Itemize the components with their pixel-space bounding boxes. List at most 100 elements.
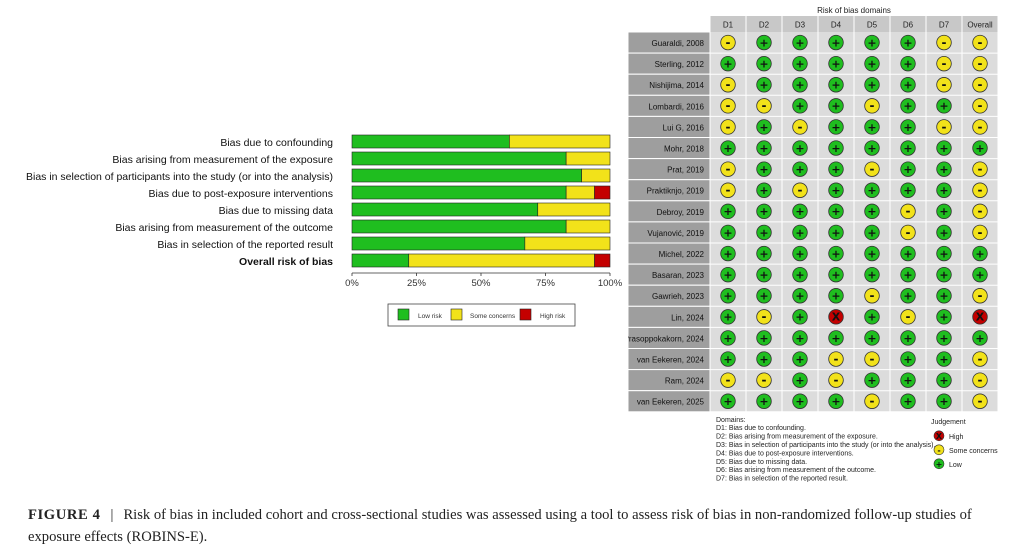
judgement-symbol: - bbox=[834, 352, 839, 366]
judgement-dot bbox=[792, 140, 808, 156]
judgement-dot bbox=[720, 161, 736, 177]
judgement-dot bbox=[756, 34, 772, 51]
domain-header: D2 bbox=[759, 21, 770, 30]
judgement-symbol: + bbox=[867, 121, 876, 134]
judgement-dot bbox=[828, 224, 844, 241]
caption-text: Risk of bias in included cohort and cros… bbox=[28, 507, 972, 545]
judgement-symbol: + bbox=[939, 290, 948, 303]
bar-segment bbox=[351, 253, 410, 268]
judgement-symbol: + bbox=[867, 36, 876, 49]
judgement-dot bbox=[792, 182, 808, 198]
bar-segment bbox=[565, 219, 611, 234]
judgement-dot bbox=[720, 351, 736, 367]
judgement-dot bbox=[972, 55, 988, 72]
bar-segment bbox=[581, 168, 611, 183]
judgement-dot bbox=[972, 372, 988, 388]
judgement-symbol: + bbox=[903, 353, 912, 366]
judgement-dot bbox=[972, 309, 988, 325]
judgement-symbol: + bbox=[939, 395, 948, 408]
judgement-dot bbox=[720, 119, 736, 135]
judgement-legend-symbol: - bbox=[937, 446, 940, 455]
judgement-dot bbox=[756, 119, 772, 135]
judgement-dot bbox=[864, 309, 880, 325]
judgement-symbol: + bbox=[939, 353, 948, 366]
domain-description: D6: Bias arising from measurement of the… bbox=[716, 467, 876, 474]
legend-label: High risk bbox=[540, 313, 566, 320]
judgement-dot bbox=[972, 393, 988, 409]
judgement-symbol: + bbox=[723, 353, 732, 366]
judgement-symbol: + bbox=[867, 332, 876, 345]
x-tick-label: 0% bbox=[345, 278, 359, 289]
judgement-symbol: + bbox=[903, 79, 912, 92]
judgement-dot bbox=[900, 309, 916, 325]
legend-swatch bbox=[397, 308, 410, 321]
judgement-symbol: + bbox=[903, 36, 912, 49]
judgement-dot bbox=[828, 245, 844, 262]
judgement-dot bbox=[864, 98, 880, 114]
judgement-symbol: + bbox=[831, 79, 840, 92]
judgement-dot bbox=[720, 372, 736, 388]
study-name: Guaraldi, 2008 bbox=[652, 39, 705, 48]
domain-description: D3: Bias in selection of participants in… bbox=[716, 442, 935, 449]
judgement-dot bbox=[864, 351, 880, 367]
judgement-symbol: - bbox=[726, 35, 731, 49]
judgement-symbol: + bbox=[975, 142, 984, 155]
judgement-symbol: + bbox=[903, 290, 912, 303]
judgement-symbol: + bbox=[831, 184, 840, 197]
judgement-symbol: + bbox=[831, 142, 840, 155]
summary-bar-chart: Bias due to confounding Bias arising from… bbox=[26, 134, 623, 327]
domains-heading: Domains: bbox=[716, 417, 746, 424]
judgement-symbol: + bbox=[723, 311, 732, 324]
judgement-symbol: - bbox=[798, 183, 803, 197]
judgement-symbol: + bbox=[795, 395, 804, 408]
judgement-symbol: - bbox=[762, 373, 767, 387]
judgement-symbol: + bbox=[759, 268, 768, 281]
category-label: Bias arising from measurement of the out… bbox=[115, 222, 333, 234]
judgement-dot bbox=[828, 393, 844, 409]
judgement-symbol: + bbox=[759, 121, 768, 134]
judgement-dot bbox=[936, 266, 952, 283]
judgement-symbol: + bbox=[831, 268, 840, 281]
judgement-symbol: - bbox=[978, 289, 983, 303]
x-tick-label: 25% bbox=[407, 278, 427, 289]
judgement-dot bbox=[900, 372, 916, 388]
judgement-symbol: + bbox=[795, 57, 804, 70]
judgement-dot bbox=[720, 330, 736, 346]
judgement-symbol: + bbox=[903, 184, 912, 197]
judgement-symbol: + bbox=[939, 311, 948, 324]
judgement-symbol: + bbox=[903, 163, 912, 176]
judgement-dot bbox=[900, 266, 916, 283]
x-tick-label: 100% bbox=[598, 278, 623, 289]
judgement-symbol: + bbox=[867, 268, 876, 281]
judgement-symbol: - bbox=[978, 78, 983, 92]
judgement-dot bbox=[936, 393, 952, 409]
judgement-symbol: + bbox=[831, 247, 840, 260]
category-label: Bias due to missing data bbox=[219, 205, 334, 217]
bar-segment bbox=[351, 219, 567, 234]
judgement-symbol: + bbox=[795, 100, 804, 113]
domain-description: D2: Bias arising from measurement of the… bbox=[716, 434, 878, 441]
judgement-dot bbox=[900, 182, 916, 198]
judgement-dot bbox=[864, 77, 880, 93]
judgement-symbol: + bbox=[903, 374, 912, 387]
judgement-symbol: X bbox=[976, 311, 985, 324]
judgement-symbol: + bbox=[867, 205, 876, 218]
judgement-dot bbox=[756, 372, 772, 388]
judgement-symbol: - bbox=[870, 394, 875, 408]
judgement-dot bbox=[900, 34, 916, 51]
judgement-symbol: + bbox=[975, 332, 984, 345]
judgement-symbol: - bbox=[870, 162, 875, 176]
judgement-symbol: + bbox=[723, 226, 732, 239]
judgement-dot bbox=[936, 245, 952, 262]
study-name: Nishijima, 2014 bbox=[649, 81, 704, 90]
judgement-symbol: - bbox=[906, 310, 911, 324]
judgement-dot bbox=[756, 77, 772, 93]
judgement-dot bbox=[720, 77, 736, 93]
judgement-dot bbox=[828, 266, 844, 283]
judgement-symbol: + bbox=[831, 290, 840, 303]
judgement-dot bbox=[936, 119, 952, 135]
judgement-dot bbox=[756, 182, 772, 198]
judgement-symbol: - bbox=[942, 120, 947, 134]
judgement-symbol: + bbox=[759, 205, 768, 218]
judgement-symbol: - bbox=[906, 225, 911, 239]
